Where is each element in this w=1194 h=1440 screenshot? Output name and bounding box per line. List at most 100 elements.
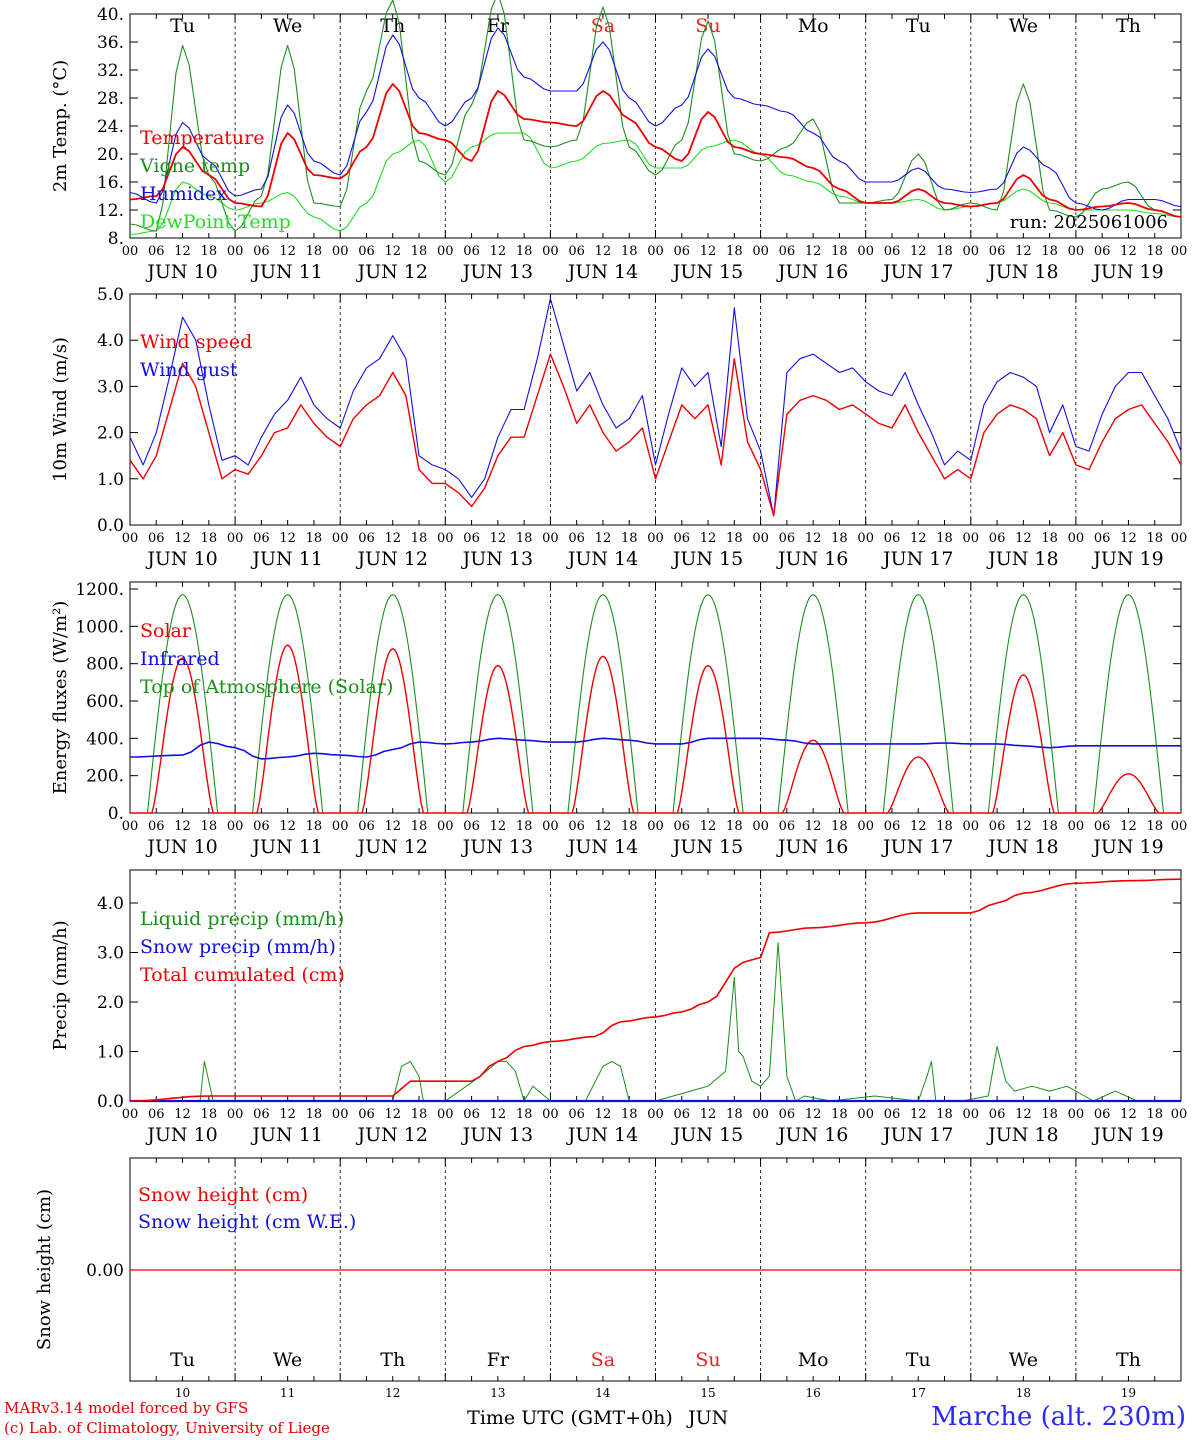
legend-humidex: Humidex — [140, 183, 227, 205]
hour-tick-label: 18 — [1041, 244, 1058, 259]
date-label: JUN 16 — [776, 261, 848, 283]
hour-tick-label: 18 — [201, 244, 218, 259]
date-label: JUN 15 — [671, 1124, 743, 1146]
date-label: JUN 14 — [566, 836, 638, 858]
date-label: JUN 12 — [356, 261, 428, 283]
hour-tick-label: 06 — [148, 1107, 165, 1122]
hour-tick-label: 12 — [279, 1107, 296, 1122]
hour-tick-label: 18 — [1146, 819, 1163, 834]
hour-tick-label: 00 — [122, 244, 139, 259]
date-label: JUN 12 — [356, 1124, 428, 1146]
hour-tick-label: 12 — [700, 244, 717, 259]
series-wind-speed — [129, 353, 1182, 517]
hour-tick-label: 00 — [437, 1107, 454, 1122]
hour-tick-label: 00 — [227, 531, 244, 546]
hour-tick-label: 00 — [752, 1107, 769, 1122]
hour-tick-label: 00 — [647, 244, 664, 259]
hour-tick-label: 12 — [595, 244, 612, 259]
date-label: JUN 16 — [776, 836, 848, 858]
legend-top-of-atmosphere-solar-: Top of Atmosphere (Solar) — [140, 676, 393, 698]
y-tick-label: 20. — [97, 145, 124, 165]
day-number: 13 — [490, 1386, 505, 1400]
hour-tick-label: 06 — [463, 1107, 480, 1122]
date-label: JUN 11 — [250, 1124, 322, 1146]
hour-tick-label: 12 — [384, 1107, 401, 1122]
hour-tick-label: 12 — [384, 244, 401, 259]
y-tick-label: 0.00 — [86, 1261, 124, 1281]
run-label: run: 2025061006 — [1010, 212, 1168, 233]
hour-tick-label: 12 — [384, 531, 401, 546]
hour-tick-label: 12 — [279, 531, 296, 546]
legend-snow-precip-mm-h-: Snow precip (mm/h) — [140, 936, 336, 958]
hour-tick-label: 06 — [884, 531, 901, 546]
y-tick-label: 24. — [97, 117, 124, 137]
weekday-label: Sa — [591, 15, 615, 37]
hour-tick-label: 06 — [884, 1107, 901, 1122]
hour-tick-label: 06 — [463, 819, 480, 834]
hour-tick-label: 18 — [726, 1107, 743, 1122]
hour-tick-label: 06 — [1094, 1107, 1111, 1122]
date-label: JUN 11 — [250, 261, 322, 283]
legend-wind-gust: Wind gust — [140, 359, 238, 381]
hour-tick-label: 18 — [411, 819, 428, 834]
day-number: 12 — [385, 1386, 400, 1400]
date-label: JUN 13 — [461, 1124, 533, 1146]
hour-tick-label: 12 — [595, 531, 612, 546]
y-axis-label: Energy fluxes (W/m²) — [50, 601, 71, 795]
hour-tick-label: 12 — [1120, 1107, 1137, 1122]
legend-vigne-temp: Vigne temp — [139, 155, 250, 177]
month-label: JUN — [686, 1407, 728, 1429]
hour-tick-label: 18 — [516, 819, 533, 834]
series-humidex — [129, 27, 1182, 211]
hour-tick-label: 06 — [148, 244, 165, 259]
hour-tick-label: 06 — [674, 1107, 691, 1122]
y-tick-label: 0. — [108, 804, 124, 824]
hour-tick-label: 00 — [437, 531, 454, 546]
date-label: JUN 10 — [145, 836, 217, 858]
hour-tick-label: 12 — [279, 819, 296, 834]
date-label: JUN 17 — [881, 1124, 953, 1146]
weekday-label: Fr — [487, 15, 510, 37]
hour-tick-label: 00 — [647, 1107, 664, 1122]
hour-tick-label: 00 — [752, 531, 769, 546]
y-tick-label: 4.0 — [97, 894, 124, 914]
y-axis-label: Precip (mm/h) — [50, 920, 71, 1050]
y-tick-label: 0.0 — [97, 516, 124, 536]
hour-tick-label: 18 — [201, 531, 218, 546]
hour-tick-label: 12 — [490, 531, 507, 546]
legend-dewpoint-temp: DewPoint Temp — [140, 211, 291, 233]
y-tick-label: 2.0 — [97, 424, 124, 444]
legend-total-cumulated-cm-: Total cumulated (cm) — [140, 964, 345, 986]
day-number: 10 — [175, 1386, 190, 1400]
weekday-label: We — [273, 1349, 302, 1371]
lab-credit: (c) Lab. of Climatology, University of L… — [4, 1419, 330, 1437]
weekday-label: Tu — [906, 15, 931, 37]
hour-tick-label: 06 — [779, 1107, 796, 1122]
hour-tick-label: 18 — [411, 1107, 428, 1122]
hour-tick-label: 12 — [1120, 531, 1137, 546]
hour-tick-label: 12 — [700, 819, 717, 834]
date-label: JUN 19 — [1091, 548, 1163, 570]
hour-tick-label: 12 — [174, 1107, 191, 1122]
y-tick-label: 400. — [86, 729, 124, 749]
legend-temperature: Temperature — [140, 127, 264, 149]
weekday-label: Fr — [487, 1349, 510, 1371]
date-label: JUN 16 — [776, 548, 848, 570]
day-number: 19 — [1121, 1386, 1136, 1400]
hour-tick-label: 06 — [884, 819, 901, 834]
day-number: 17 — [911, 1386, 926, 1400]
hour-tick-label: 00 — [1068, 244, 1085, 259]
hour-tick-label: 00 — [857, 819, 874, 834]
hour-tick-label: 06 — [358, 1107, 375, 1122]
hour-tick-label: 00 — [122, 1107, 139, 1122]
hour-tick-label: 06 — [674, 244, 691, 259]
hour-tick-label: 12 — [174, 244, 191, 259]
series-dewpoint-temp — [129, 132, 1182, 236]
date-label: JUN 17 — [881, 261, 953, 283]
hour-tick-label: 00 — [227, 244, 244, 259]
series-wind-gust — [129, 298, 1182, 517]
date-label: JUN 11 — [250, 836, 322, 858]
hour-tick-label: 12 — [595, 1107, 612, 1122]
y-tick-label: 1000. — [75, 617, 124, 637]
hour-tick-label: 06 — [148, 819, 165, 834]
